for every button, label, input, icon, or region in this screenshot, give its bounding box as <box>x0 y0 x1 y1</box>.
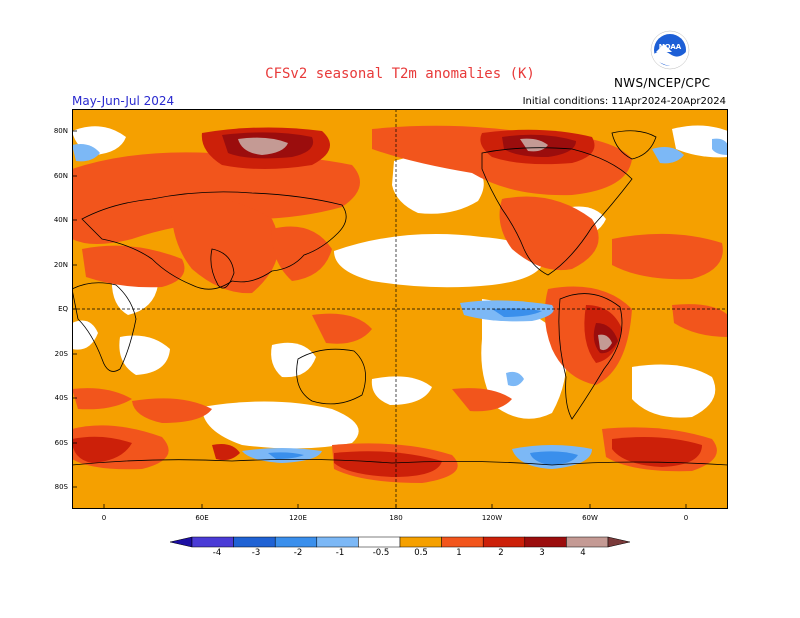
legend-label: -4 <box>212 548 222 558</box>
lat-label: EQ <box>58 305 68 313</box>
legend-swatch <box>399 536 442 548</box>
coastlines <box>72 130 728 466</box>
cool-anomaly-regions <box>72 138 728 469</box>
extreme-warm-regions <box>238 137 612 351</box>
lon-label: 60W <box>582 514 598 522</box>
legend-arrow-cold <box>169 536 193 548</box>
legend-swatch <box>524 536 567 548</box>
lat-label: 60N <box>53 172 68 180</box>
map-ticks <box>72 130 687 509</box>
legend-label: 3 <box>539 548 545 558</box>
legend-swatch <box>482 536 526 548</box>
lat-label: 20N <box>53 261 68 269</box>
legend-arrow-warm <box>607 536 631 548</box>
initial-conditions-label: Initial conditions: 11Apr2024-20Apr2024 <box>522 96 726 107</box>
legend-label: -3 <box>251 548 261 558</box>
legend-label: 4 <box>580 548 586 558</box>
legend-swatch <box>274 536 318 548</box>
map-svg <box>72 109 728 509</box>
lon-label: 0 <box>683 514 689 522</box>
color-legend <box>169 534 631 553</box>
lat-label: 40N <box>53 216 68 224</box>
map-title: CFSv2 seasonal T2m anomalies (K) <box>265 66 535 82</box>
legend-bar <box>169 536 631 548</box>
legend-label: -0.5 <box>372 548 390 558</box>
lon-label: 120E <box>289 514 307 522</box>
legend-label: 2 <box>498 548 504 558</box>
legend-swatch <box>441 536 484 548</box>
lon-label: 0 <box>101 514 107 522</box>
lon-label: 60E <box>195 514 209 522</box>
legend-swatch <box>233 536 276 548</box>
legend-label: 1 <box>456 548 462 558</box>
legend-label: -1 <box>335 548 345 558</box>
noaa-logo: NOAA <box>650 30 690 70</box>
lon-label: 180 <box>389 514 403 522</box>
legend-swatch <box>358 536 401 548</box>
lat-label: 40S <box>54 394 68 402</box>
anomaly-map <box>72 109 728 513</box>
legend-swatch <box>316 536 359 548</box>
season-label: May-Jun-Jul 2024 <box>72 94 175 108</box>
agency-label: NWS/NCEP/CPC <box>614 76 711 90</box>
lat-label: 60S <box>54 439 68 447</box>
lat-label: 80N <box>53 127 68 135</box>
lat-label: 80S <box>54 483 68 491</box>
lon-label: 120W <box>481 514 503 522</box>
logo-text: NOAA <box>659 43 682 51</box>
legend-swatch <box>191 536 234 548</box>
legend-label: -2 <box>293 548 303 558</box>
legend-swatch <box>566 536 609 548</box>
legend-label: 0.5 <box>414 548 428 558</box>
lat-label: 20S <box>54 350 68 358</box>
